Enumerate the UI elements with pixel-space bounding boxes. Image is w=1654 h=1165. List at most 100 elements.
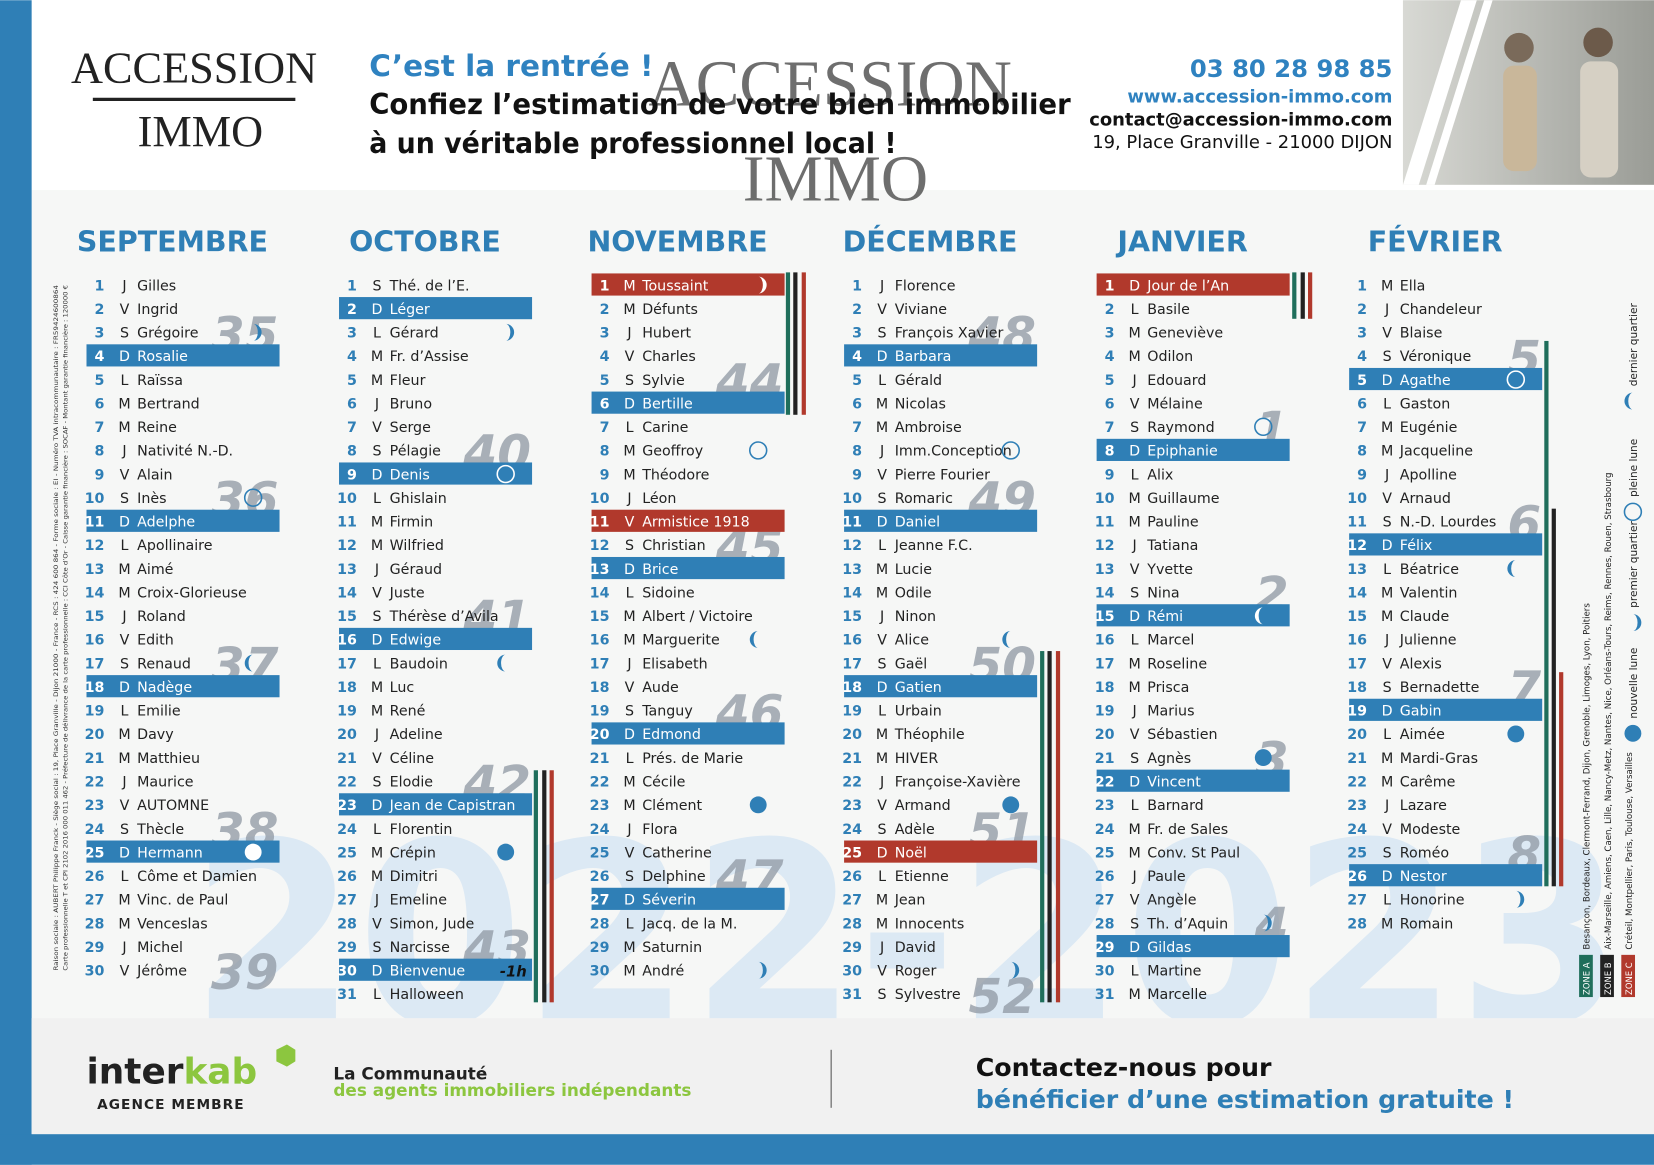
day-highlight bbox=[591, 391, 785, 414]
moon-new bbox=[244, 843, 262, 861]
day-number: 23 bbox=[1095, 798, 1115, 814]
day-letter: L bbox=[1131, 633, 1139, 649]
day-letter: M bbox=[1381, 751, 1393, 767]
saint-name: Marguerite bbox=[642, 633, 720, 649]
saint-name: Cécile bbox=[642, 775, 685, 791]
saint-name: Aude bbox=[642, 680, 679, 696]
day-number: 7 bbox=[347, 420, 357, 436]
day-number: 16 bbox=[590, 633, 610, 649]
saint-name: Charles bbox=[642, 349, 696, 365]
day-letter: M bbox=[623, 302, 635, 318]
saint-name: Angèle bbox=[1147, 893, 1196, 909]
saint-name: Hermann bbox=[137, 845, 203, 861]
day-letter: L bbox=[121, 869, 129, 885]
day-letter: S bbox=[878, 326, 887, 342]
day-letter: V bbox=[1382, 326, 1392, 342]
day-number: 25 bbox=[337, 845, 357, 861]
brand: interkab bbox=[86, 1052, 257, 1093]
day-number: 2 bbox=[600, 302, 610, 318]
saint-name: HIVER bbox=[895, 751, 939, 767]
saint-name: Juste bbox=[389, 585, 425, 601]
legend: dernier quartier pleine lune premier quart… bbox=[1579, 303, 1643, 998]
day-letter: D bbox=[119, 680, 130, 696]
moon-first-quarter bbox=[505, 323, 515, 341]
moon-legend-label: pleine lune bbox=[1628, 439, 1640, 497]
saint-name: Côme et Damien bbox=[137, 869, 257, 885]
day-number: 22 bbox=[590, 775, 610, 791]
saint-name: Romain bbox=[1400, 916, 1454, 932]
saint-name: AUTOMNE bbox=[137, 798, 209, 814]
headline-line: à un véritable professionnel local ! bbox=[369, 127, 896, 160]
saint-name: Inès bbox=[137, 491, 166, 507]
saint-name: Nativité N.-D. bbox=[137, 444, 233, 460]
saint-name: Marcelle bbox=[1147, 987, 1207, 1003]
day-letter: J bbox=[879, 444, 884, 460]
day-highlight bbox=[591, 887, 785, 910]
day-letter: V bbox=[877, 633, 887, 649]
day-letter: S bbox=[1383, 845, 1392, 861]
day-letter: J bbox=[1384, 633, 1389, 649]
photo-person bbox=[1583, 27, 1613, 58]
day-number: 15 bbox=[842, 609, 862, 625]
day-letter: V bbox=[625, 349, 635, 365]
day-number: 2 bbox=[347, 302, 357, 318]
day-letter: M bbox=[1381, 775, 1393, 791]
day-number: 20 bbox=[590, 727, 610, 743]
day-letter: J bbox=[626, 822, 631, 838]
moon-first-quarter bbox=[1515, 890, 1525, 908]
day-letter: S bbox=[878, 987, 887, 1003]
day-number: 6 bbox=[1357, 396, 1367, 412]
day-number: 16 bbox=[842, 633, 862, 649]
saint-name: Viviane bbox=[895, 302, 947, 318]
day-number: 17 bbox=[842, 656, 862, 672]
day-letter: S bbox=[120, 491, 129, 507]
day-letter: M bbox=[876, 396, 888, 412]
moon-first-quarter bbox=[253, 323, 262, 341]
day-highlight bbox=[339, 793, 533, 816]
zone-bar bbox=[1544, 340, 1549, 887]
saint-name: Gérald bbox=[895, 373, 942, 389]
day-number: 1 bbox=[95, 278, 105, 294]
saint-name: Jérôme bbox=[136, 964, 187, 980]
photo-person bbox=[1503, 65, 1537, 172]
saint-name: Gaël bbox=[895, 656, 927, 672]
day-letter: D bbox=[119, 515, 130, 531]
moon-new bbox=[1002, 796, 1020, 814]
day-letter: M bbox=[1381, 444, 1393, 460]
day-letter: L bbox=[121, 373, 129, 389]
photo-stripe bbox=[1426, 0, 1493, 185]
day-letter: L bbox=[1131, 964, 1139, 980]
day-number: 27 bbox=[85, 893, 105, 909]
day-number: 11 bbox=[842, 515, 862, 531]
saint-name: Roland bbox=[137, 609, 186, 625]
saint-name: Emilie bbox=[137, 704, 180, 720]
saint-name: Alix bbox=[1147, 467, 1173, 483]
brand-cube bbox=[276, 1044, 296, 1067]
month-name: OCTOBRE bbox=[349, 225, 501, 258]
zone-bar bbox=[785, 272, 791, 415]
day-number: 25 bbox=[85, 845, 105, 861]
saint-name: Alice bbox=[895, 633, 929, 649]
day-number: 19 bbox=[337, 704, 357, 720]
saint-name: Roméo bbox=[1400, 845, 1449, 861]
zone-swatch bbox=[1600, 954, 1614, 998]
day-number: 26 bbox=[1347, 869, 1367, 885]
saint-name: Pierre Fourier bbox=[895, 467, 990, 483]
saint-name: Théophile bbox=[894, 727, 965, 743]
saint-name: Jeanne F.C. bbox=[894, 538, 973, 554]
zone-bar bbox=[1308, 272, 1313, 319]
day-number: 3 bbox=[600, 326, 610, 342]
day-number: 23 bbox=[337, 798, 357, 814]
day-highlight bbox=[1096, 604, 1290, 627]
day-letter: D bbox=[372, 467, 383, 483]
day-letter: M bbox=[623, 798, 635, 814]
day-number: 15 bbox=[337, 609, 357, 625]
tagline: des agents immobiliers indépendants bbox=[333, 1080, 691, 1100]
day-letter: S bbox=[1130, 585, 1139, 601]
day-number: 27 bbox=[1347, 893, 1367, 909]
day-highlight bbox=[844, 675, 1038, 698]
day-number: 24 bbox=[842, 822, 862, 838]
day-letter: M bbox=[1381, 278, 1393, 294]
day-letter: D bbox=[624, 893, 635, 909]
day-number: 5 bbox=[1105, 373, 1115, 389]
